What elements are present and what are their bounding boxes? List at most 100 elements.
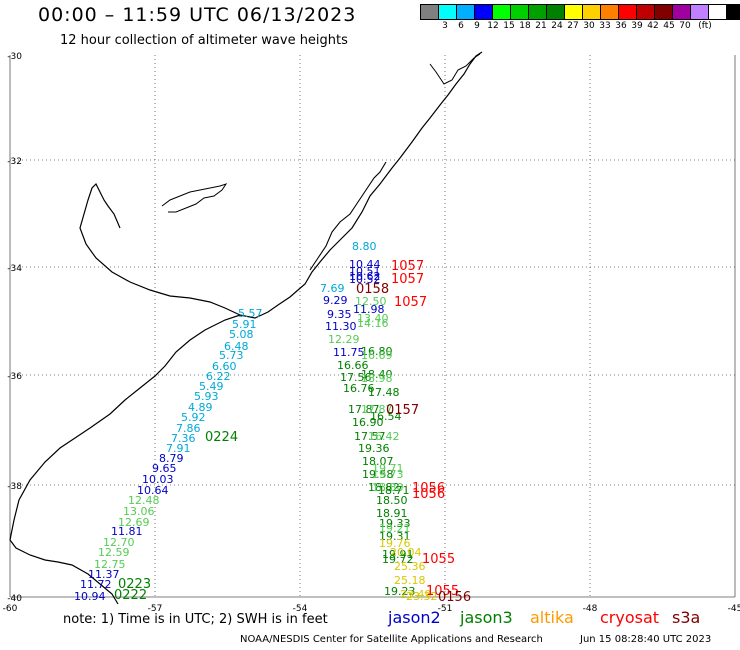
wave-height-value: 19.73	[372, 468, 404, 481]
pass-time-label: 1057	[394, 295, 427, 310]
wave-height-value: 18.82	[368, 481, 400, 494]
pass-time-label: 1057	[391, 259, 424, 274]
wave-height-value: 6.22	[206, 370, 231, 383]
wave-height-value: 19.91	[382, 548, 414, 561]
lat-label: -36	[7, 372, 22, 382]
wave-height-value: 6.60	[212, 360, 237, 373]
wave-height-value: 25.18	[394, 574, 426, 587]
legend-label: 30	[583, 21, 595, 31]
wave-height-value: 17.48	[368, 386, 400, 399]
wave-height-value: 16.80	[361, 345, 393, 358]
legend-label: 9	[474, 21, 480, 31]
wave-height-value: 16.69	[361, 349, 393, 362]
wave-height-value: 9.29	[323, 294, 348, 307]
legend-label: 36	[615, 21, 627, 31]
wave-height-value: 7.36	[171, 432, 196, 445]
wave-height-value: 12.70	[103, 536, 135, 549]
wave-height-value: 19.33	[379, 517, 411, 530]
wave-height-value: 19.21	[379, 522, 411, 535]
coastline-lagoon	[309, 161, 387, 271]
legend-label: 12	[487, 21, 499, 31]
coastline-lagoon-inner	[161, 183, 228, 213]
satellite-name: s3a	[672, 608, 701, 627]
map-title: 00:00 – 11:59 UTC 06/13/2023	[38, 4, 357, 26]
legend-label: 42	[647, 21, 659, 31]
legend-label: 21	[535, 21, 547, 31]
wave-height-value: 5.49	[199, 380, 224, 393]
pass-time-label: 1056	[412, 481, 445, 496]
pass-time-label: 1056	[412, 487, 445, 502]
wave-height-value: 8.80	[352, 240, 377, 253]
footer-credit: NOAA/NESDIS Center for Satellite Applica…	[240, 634, 543, 645]
wave-height-value: 16.76	[343, 382, 375, 395]
coastline	[9, 51, 483, 605]
wave-height-value: 5.73	[219, 349, 244, 362]
pass-time-label: 0222	[114, 588, 147, 603]
legend-label: 24	[551, 21, 563, 31]
wave-height-value: 10.94	[74, 590, 106, 603]
wave-height-value: 14.16	[357, 317, 389, 330]
footer-timestamp: Jun 15 08:28:40 UTC 2023	[580, 634, 712, 645]
wave-height-value: 11.75	[333, 346, 365, 359]
wave-height-value: 17.56	[340, 371, 372, 384]
wave-height-value: 18.50	[376, 494, 408, 507]
wave-height-value: 8.79	[159, 452, 184, 465]
wave-height-value: 16.42	[368, 430, 400, 443]
wave-height-value: 18.71	[378, 484, 410, 497]
lon-label: -45	[728, 604, 740, 614]
wave-height-value: 23.32	[406, 590, 438, 603]
wave-height-value: 19.71	[372, 462, 404, 475]
lat-label: -34	[7, 264, 22, 274]
pass-time-label: 1057	[391, 272, 424, 287]
wave-height-value: 16.90	[352, 416, 384, 429]
coastline-argentina-south	[9, 539, 119, 605]
lat-lon-grid	[9, 55, 736, 598]
satellite-name: altika	[530, 608, 574, 627]
wave-height-value: 5.91	[232, 318, 257, 331]
wave-height-value: 5.93	[194, 390, 219, 403]
wave-height-value: 12.75	[94, 558, 126, 571]
wave-height-value: 12.48	[128, 494, 160, 507]
wave-height-value: 7.91	[166, 442, 191, 455]
lon-label: -48	[583, 604, 598, 614]
map-subtitle: 12 hour collection of altimeter wave hei…	[60, 33, 348, 48]
coastline-brazil-uruguay	[9, 51, 483, 541]
lon-label: -54	[293, 604, 308, 614]
lat-label: -38	[7, 482, 22, 492]
legend-label: 45	[663, 21, 675, 31]
wave-height-value: 16.66	[337, 359, 369, 372]
axis-labels: -30 -32 -34 -36 -38 -40-60 -57 -54 -51 -48 -45	[3, 52, 740, 614]
wave-height-value: 12.69	[118, 516, 150, 529]
wave-height-value: 18.40	[361, 368, 393, 381]
wave-height-value: 7.86	[176, 422, 201, 435]
pass-time-label: 0156	[438, 590, 471, 605]
pass-time-label: 0224	[205, 430, 238, 445]
wave-height-value: 5.08	[229, 328, 254, 341]
legend-label: 3	[442, 21, 448, 31]
legend-label: 15	[503, 21, 515, 31]
pass-time-label: 0223	[118, 577, 151, 592]
legend-label: 27	[567, 21, 579, 31]
lon-label: -60	[3, 604, 18, 614]
lat-label: -40	[7, 594, 22, 604]
wave-height-value: 9.35	[327, 308, 352, 321]
wave-height-value: 10.62	[349, 270, 381, 283]
pass-time-label: 0158	[356, 282, 389, 297]
wave-height-value: 5.57	[238, 307, 263, 320]
legend-label: 6	[458, 21, 464, 31]
wave-height-value: 19.31	[379, 530, 411, 543]
wave-height-value: 19.23	[384, 585, 416, 598]
wave-height-value: 17.57	[354, 430, 386, 443]
wave-height-value: 13.40	[357, 312, 389, 325]
wave-height-value: 4.89	[188, 401, 213, 414]
wave-height-value: 25.36	[394, 560, 426, 573]
wave-height-value: 19.58	[362, 468, 394, 481]
satellite-name: jason3	[460, 608, 513, 627]
legend-label: 18	[519, 21, 531, 31]
wave-height-value: 10.64	[137, 484, 169, 497]
satellite-name: cryosat	[600, 608, 660, 627]
wave-height-value: 10.52	[349, 273, 381, 286]
